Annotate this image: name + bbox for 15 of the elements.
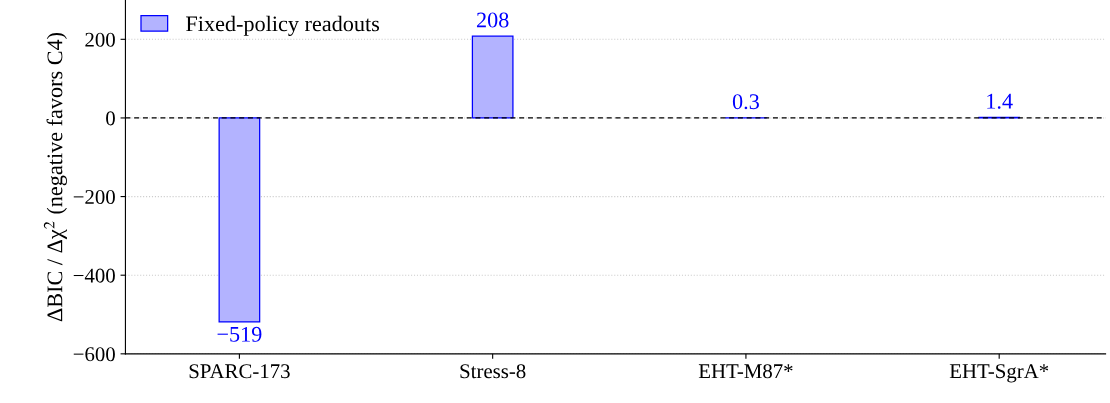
x-tick-label: SPARC-173 bbox=[189, 364, 290, 379]
y-tick-label: −400 bbox=[73, 268, 115, 283]
data-label: 208 bbox=[476, 12, 509, 28]
y-tick-label: 0 bbox=[106, 111, 115, 126]
y-tick-label: −600 bbox=[73, 347, 115, 362]
y-tick-label: −200 bbox=[73, 189, 115, 205]
x-tick-label: EHT-M87* bbox=[698, 364, 793, 379]
y-tick-label: 200 bbox=[85, 32, 115, 47]
data-label: −519 bbox=[217, 326, 262, 342]
data-label: 1.4 bbox=[987, 93, 1013, 109]
x-tick-label: Stress-8 bbox=[460, 364, 526, 379]
legend-label: Fixed-policy readouts bbox=[186, 15, 380, 36]
y-axis-title: ΔBIC / Δχ$^{2}$ (negative favors C4) bbox=[43, 32, 67, 322]
x-tick-label: EHT-SgrA* bbox=[949, 364, 1049, 383]
data-label: 0.3 bbox=[732, 94, 759, 110]
